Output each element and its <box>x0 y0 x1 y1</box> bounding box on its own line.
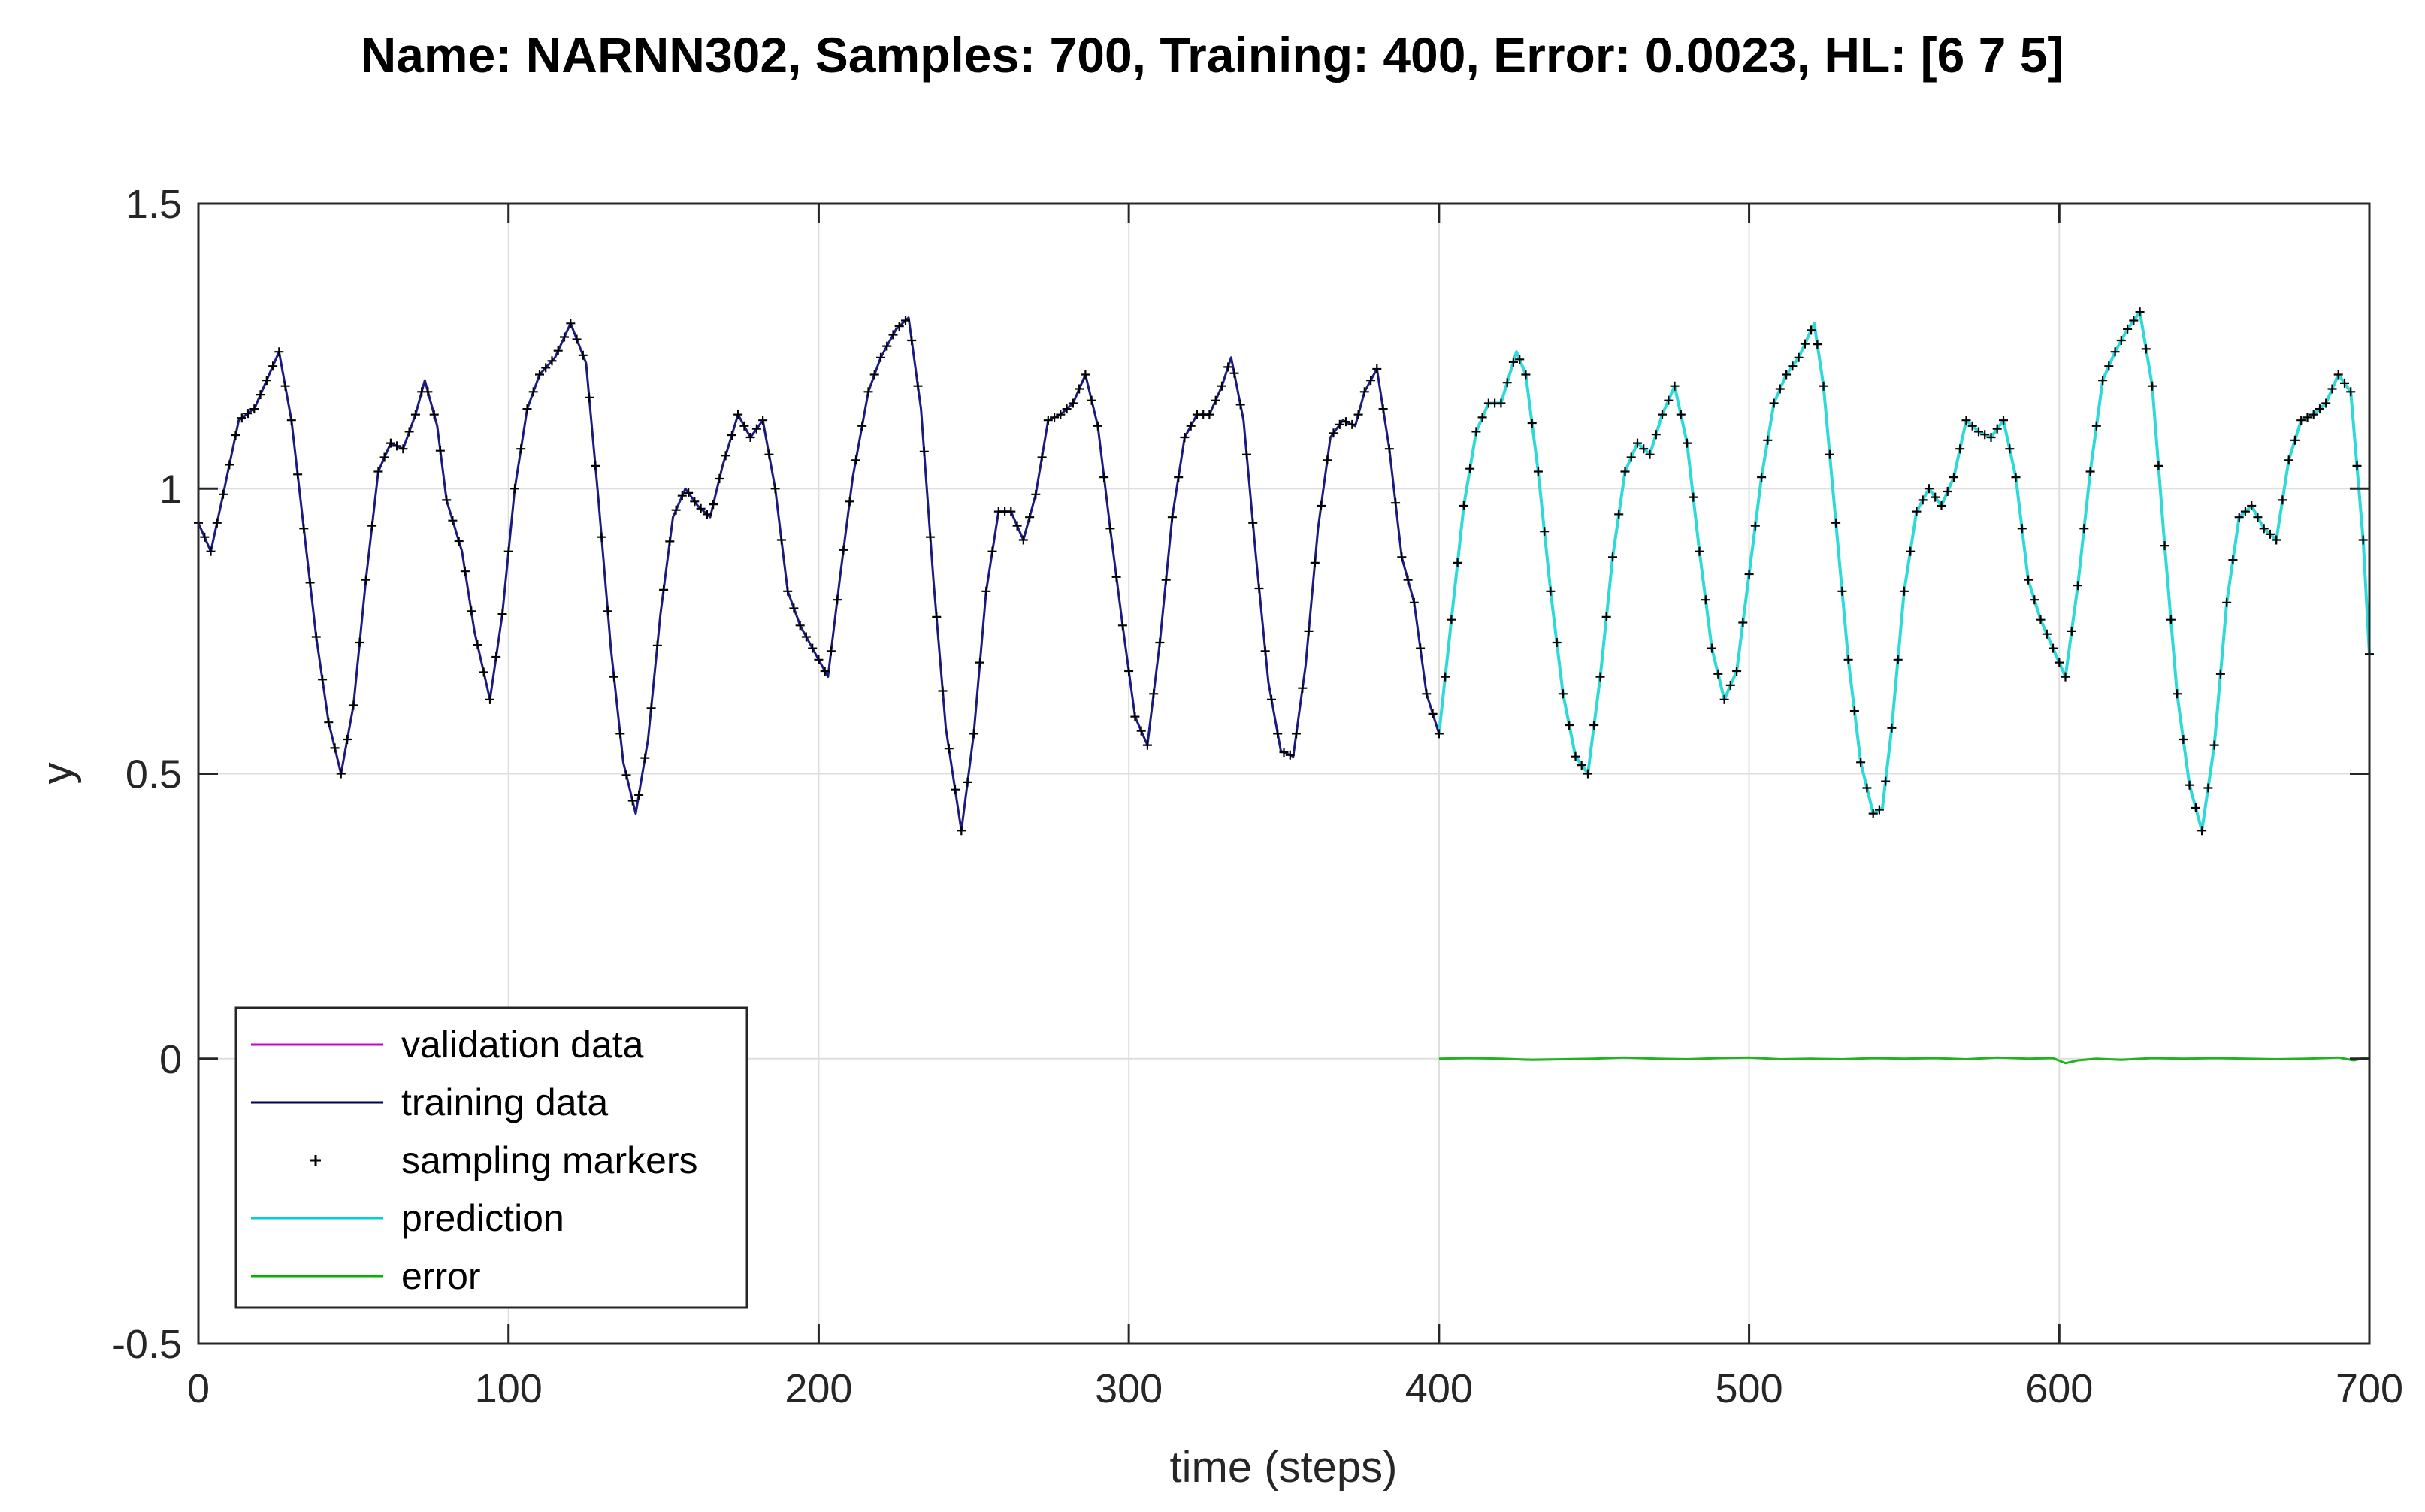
error-line <box>1438 1056 2370 1065</box>
y-tick-label: 1.5 <box>125 182 182 227</box>
legend: validation data training data sampling mar… <box>234 1006 748 1309</box>
x-tick-label: 500 <box>1716 1366 1783 1411</box>
y-tick-label: 0 <box>159 1037 182 1082</box>
legend-label: error <box>401 1255 481 1297</box>
x-tick-label: 300 <box>1095 1366 1163 1411</box>
x-tick-label: 700 <box>2336 1366 2403 1411</box>
y-tick-label: 1 <box>159 467 182 512</box>
y-tick-label: -0.5 <box>112 1322 182 1367</box>
legend-items: validation data training data sampling mar… <box>251 1024 698 1297</box>
x-tick-label: 200 <box>785 1366 852 1411</box>
legend-label: prediction <box>401 1197 564 1239</box>
x-axis-ticks: 0 100 200 300 400 500 600 700 <box>187 204 2403 1411</box>
legend-box <box>234 1006 748 1309</box>
y-tick-label: 0.5 <box>125 752 182 797</box>
y-axis-label: y <box>33 763 82 785</box>
legend-label: validation data <box>401 1024 644 1066</box>
legend-label: sampling markers <box>401 1139 698 1181</box>
training-data-line <box>197 316 1441 832</box>
chart-title: Name: NARNN302, Samples: 700, Training: … <box>361 27 2064 83</box>
legend-swatch-marker <box>310 1155 321 1166</box>
x-tick-label: 600 <box>2025 1366 2093 1411</box>
y-axis-ticks: -0.5 0 0.5 1 1.5 <box>112 182 2369 1367</box>
x-tick-label: 100 <box>475 1366 543 1411</box>
x-axis-label: time (steps) <box>1170 1443 1398 1492</box>
x-tick-label: 0 <box>187 1366 210 1411</box>
legend-label: training data <box>401 1081 608 1123</box>
x-tick-label: 400 <box>1405 1366 1473 1411</box>
